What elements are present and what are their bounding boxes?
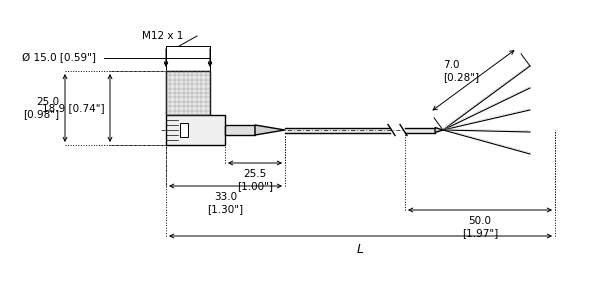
Polygon shape [255,125,285,135]
Text: 18.9 [0.74"]: 18.9 [0.74"] [42,103,105,113]
Bar [166,71,210,115]
Bar [225,125,255,135]
Text: 7.0
[0.28"]: 7.0 [0.28"] [442,60,479,82]
Text: 25.0
[0.98"]: 25.0 [0.98"] [23,97,59,119]
Text: L: L [357,243,364,256]
Polygon shape [435,128,443,132]
Bar [180,124,188,137]
Text: 25.5
[1.00"]: 25.5 [1.00"] [237,169,273,191]
Text: Ø 15.0 [0.59"]: Ø 15.0 [0.59"] [22,53,96,63]
Bar [405,128,435,132]
Text: 50.0
[1.97"]: 50.0 [1.97"] [462,216,498,238]
Text: 33.0
[1.30"]: 33.0 [1.30"] [208,192,244,214]
Bar [285,128,390,132]
Bar [166,115,225,145]
Text: M12 x 1: M12 x 1 [142,31,183,41]
